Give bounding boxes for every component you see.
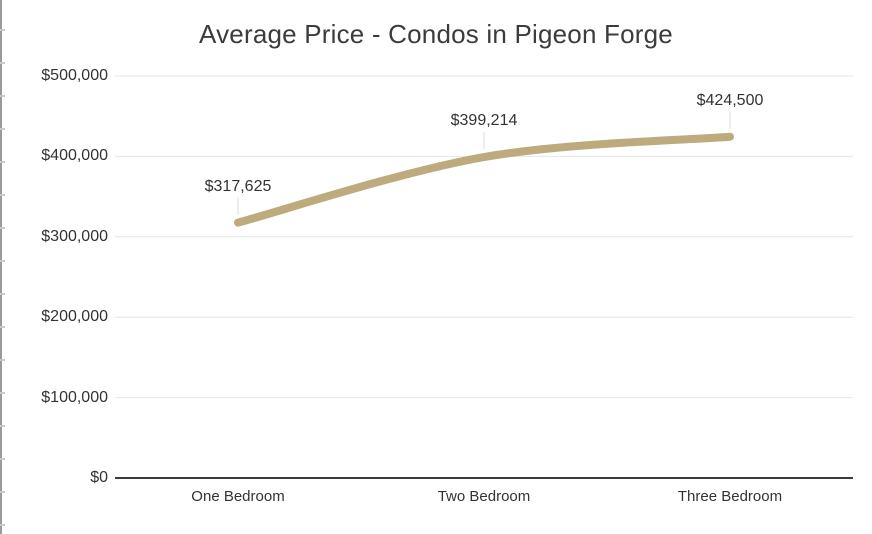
sheet-row-tick [0,392,5,394]
sheet-row-tick [0,458,5,460]
data-point-label: $399,214 [450,112,518,130]
sheet-edge-line [0,0,2,534]
sheet-row-tick [0,29,5,31]
sheet-row-tick [0,491,5,493]
y-axis-tick-label: $300,000 [41,227,108,245]
data-point-label: $424,500 [696,91,764,109]
sheet-row-tick [0,161,5,163]
y-axis-tick-label: $100,000 [41,388,108,406]
chart-title: Average Price - Condos in Pigeon Forge [199,19,673,49]
y-axis-tick-label: $400,000 [41,147,108,165]
sheet-row-tick [0,227,5,229]
sheet-row-tick [0,293,5,295]
x-axis-category-label: Three Bedroom [677,488,783,505]
sheet-row-tick [0,359,5,361]
y-axis-tick-label: $0 [90,469,108,486]
sheet-row-tick [0,95,5,97]
x-axis-category-label: Two Bedroom [437,488,531,505]
y-axis-tick-label: $500,000 [41,67,108,84]
y-axis-tick-label: $200,000 [41,308,108,326]
sheet-row-tick [0,425,5,427]
sheet-row-tick [0,260,5,262]
sheet-row-tick [0,128,5,130]
sheet-row-tick [0,194,5,196]
sheet-row-tick [0,326,5,328]
data-point-label: $317,625 [204,177,272,195]
x-axis-category-label: One Bedroom [191,488,285,505]
sheet-row-tick [0,524,5,526]
sheet-row-tick [0,62,5,64]
series-line [234,132,734,227]
